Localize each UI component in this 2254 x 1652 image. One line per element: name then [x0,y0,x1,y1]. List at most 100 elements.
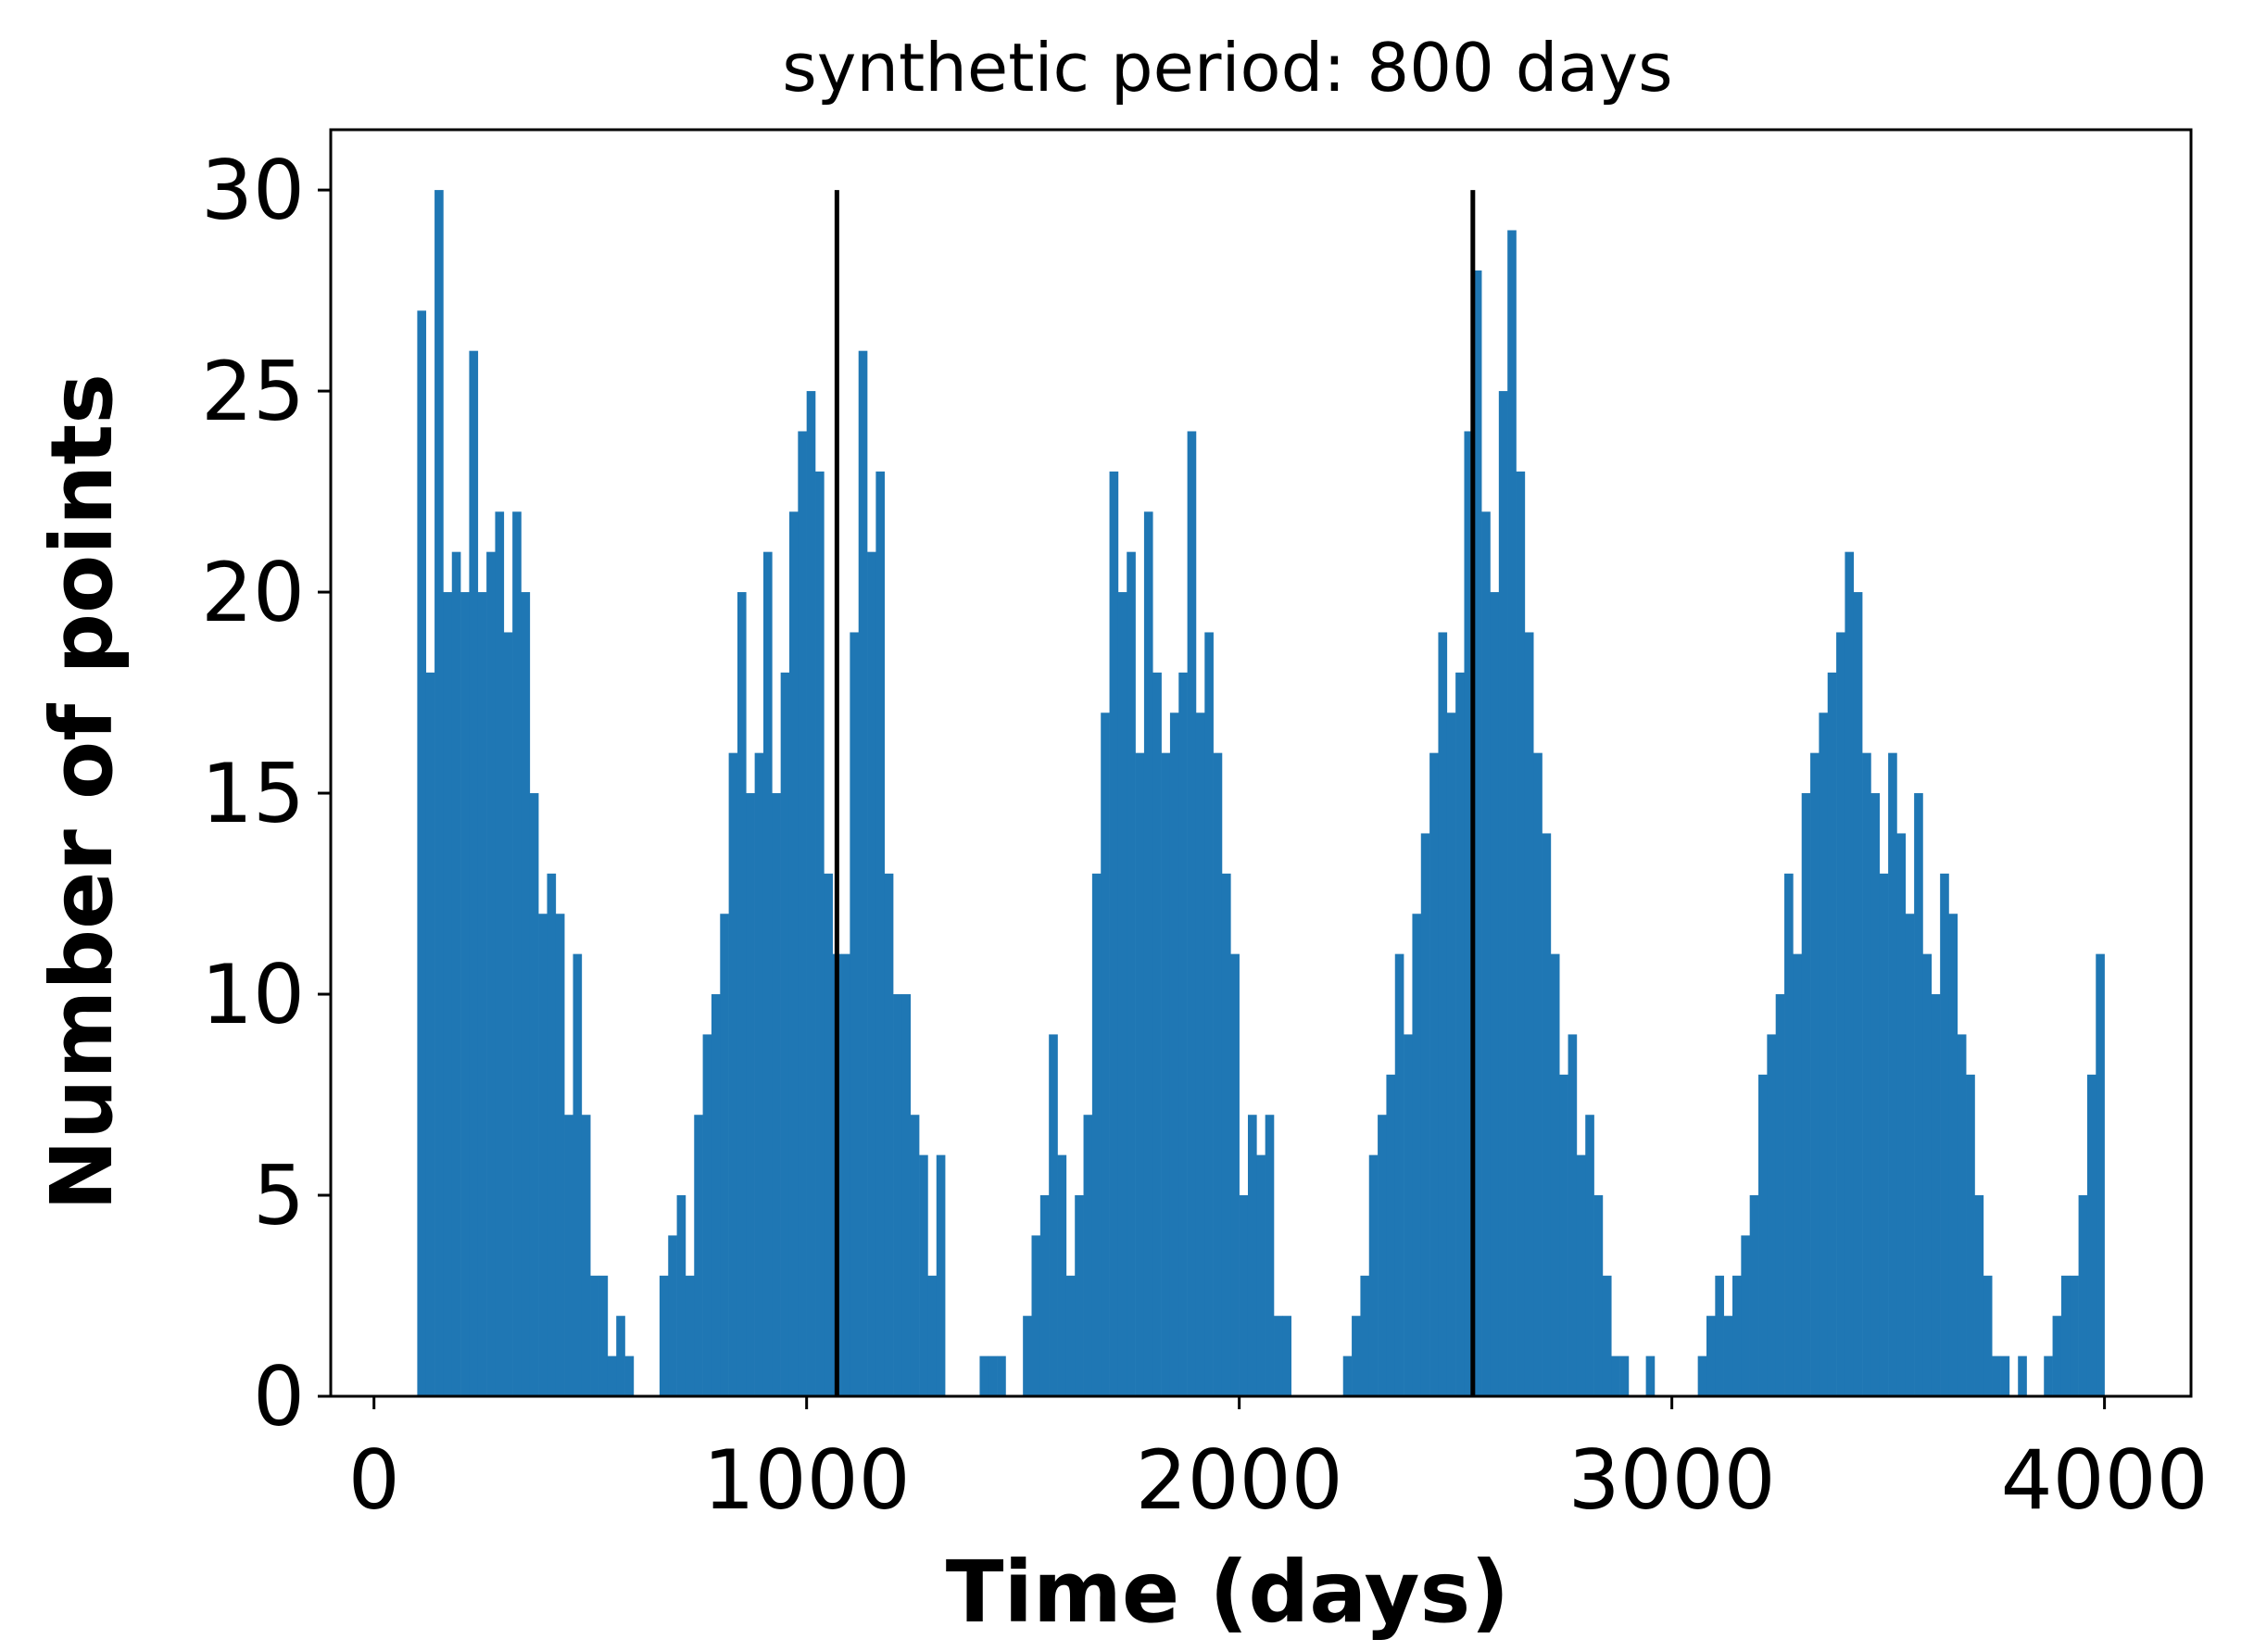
histogram-bar [1879,873,1889,1396]
histogram-bar [1576,1154,1586,1396]
histogram-bar [1801,793,1811,1396]
histogram-bar [477,592,487,1396]
histogram-bar [668,1235,677,1396]
x-tick-label: 1000 [703,1432,911,1528]
histogram-bar [1819,713,1829,1396]
histogram-bar [1845,551,1855,1396]
histogram-bar [1135,752,1145,1396]
histogram-bar [1957,1034,1967,1396]
histogram-bar [1948,914,1958,1396]
histogram-bar [901,994,912,1396]
histogram-bar [1836,632,1845,1396]
y-tick-label: 30 [201,143,305,238]
histogram-bar [1213,752,1223,1396]
histogram-bar [1412,914,1422,1396]
histogram-bar [1127,551,1136,1396]
histogram-bar [1853,592,1863,1396]
histogram-bar [1247,1115,1257,1396]
histogram-bar [1516,471,1526,1396]
histogram-bar [460,592,470,1396]
histogram-bar [1974,1195,1984,1396]
histogram-bar [616,1316,625,1396]
histogram-bar [1075,1195,1084,1396]
histogram-bar [1585,1115,1594,1396]
histogram-bar [1870,793,1881,1396]
histogram-bar [858,350,868,1397]
histogram-bar [2086,1074,2097,1396]
histogram-bar [1065,1275,1076,1396]
histogram-bar [1810,752,1820,1396]
histogram-bar [1706,1316,1716,1396]
histogram-bar [1914,793,1923,1396]
histogram-bar [1758,1074,1768,1396]
histogram-bar [1394,953,1404,1396]
histogram-bar [2060,1275,2071,1396]
y-tick-label: 10 [201,947,305,1042]
histogram-bar [2052,1316,2062,1396]
histogram-bar [780,672,790,1396]
histogram-bar [1550,953,1560,1396]
x-tick-label: 4000 [2001,1432,2209,1528]
histogram-bar [1091,873,1102,1396]
histogram-bar [936,1154,946,1396]
histogram-bar [1593,1195,1604,1396]
histogram-bar [1420,833,1430,1396]
histogram-bar [495,511,505,1396]
histogram-bar [1378,1115,1387,1396]
histogram-bar [2000,1356,2010,1396]
histogram-bar [1342,1356,1353,1396]
histogram-bar [1559,1074,1568,1396]
histogram-bar [997,1356,1006,1396]
histogram-bar [1039,1195,1050,1396]
histogram-bar [1282,1316,1291,1396]
histogram-bar [1983,1275,1993,1396]
histogram-bar [417,310,427,1397]
histogram-bar [2018,1356,2027,1396]
histogram-bar [2078,1195,2088,1396]
histogram-bar [1256,1154,1266,1396]
histogram-bar [1749,1195,1759,1396]
histogram-bar [875,471,886,1396]
histogram-bar [979,1356,989,1396]
x-axis-ticks: 0 1000 2000 3000 4000 [348,1396,2209,1528]
histogram-bar [772,793,781,1396]
histogram-bar [1827,672,1837,1396]
histogram-bar [1446,713,1456,1396]
histogram-bar [1464,431,1474,1396]
histogram-bar [564,1115,573,1396]
histogram-bar [1931,994,1941,1396]
histogram-bar [469,350,479,1397]
histogram-bar [867,551,876,1396]
histogram-bar [1723,1316,1733,1396]
y-tick-label: 0 [253,1349,305,1444]
histogram-bar [1083,1115,1093,1396]
histogram-bar [1109,471,1119,1396]
histogram-bar [1966,1074,1975,1396]
histogram-bar [1611,1356,1620,1396]
histogram-bar [1195,713,1205,1396]
histogram-bar [573,953,583,1396]
histogram-bar [1568,1034,1578,1396]
histogram-bar [1386,1074,1396,1396]
histogram-bar [762,551,773,1396]
histogram-bar [624,1356,635,1396]
histogram-bar [1178,672,1188,1396]
histogram-bar [1490,592,1500,1396]
histogram-bar [1992,1356,2001,1396]
histogram-bar [884,873,894,1396]
histogram-bar [728,752,738,1396]
chart-title: synthetic period: 800 days [782,29,1672,107]
histogram-bar [694,1115,703,1396]
histogram-bar [486,551,496,1396]
histogram-bar [1862,752,1871,1396]
histogram-bar [1152,672,1162,1396]
histogram-bar [2096,953,2105,1396]
histogram-bar [1905,914,1915,1396]
y-tick-label: 15 [201,746,305,841]
y-tick-label: 25 [201,344,305,439]
histogram-bar [1438,632,1448,1396]
histogram-bar [1793,953,1803,1396]
histogram-bar [737,592,747,1396]
histogram-bar [788,511,799,1396]
histogram-bar [1429,752,1439,1396]
